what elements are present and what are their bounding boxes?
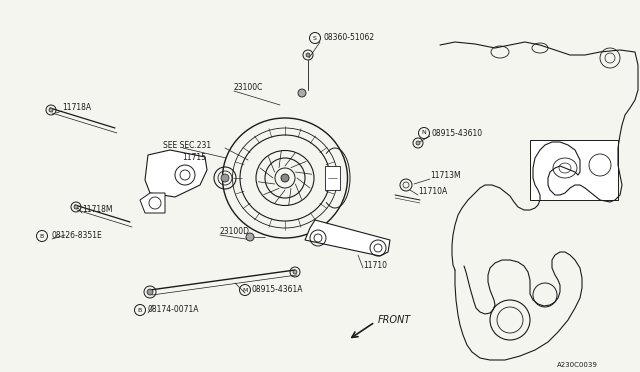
Text: B: B [40,234,44,238]
Text: 11713M: 11713M [430,171,461,180]
Text: 11710: 11710 [363,260,387,269]
Text: 08915-4361A: 08915-4361A [252,285,303,295]
Circle shape [221,174,229,182]
Text: 11718A: 11718A [62,103,91,112]
Text: SEE SEC.231: SEE SEC.231 [163,141,211,150]
Text: 08174-0071A: 08174-0071A [148,305,200,314]
Text: A230C0039: A230C0039 [557,362,598,368]
Polygon shape [145,150,207,197]
Circle shape [298,89,306,97]
Circle shape [74,205,78,209]
Circle shape [293,270,297,274]
Text: 11718M: 11718M [82,205,113,215]
Polygon shape [140,193,165,213]
Text: 23100D: 23100D [220,228,250,237]
Polygon shape [325,166,340,190]
Circle shape [246,233,254,241]
Text: 11710A: 11710A [418,187,447,196]
Text: S: S [313,35,317,41]
Polygon shape [305,220,390,256]
Circle shape [147,289,153,295]
Text: 23100C: 23100C [233,83,262,93]
Text: 11715: 11715 [182,153,206,161]
Text: 08360-51062: 08360-51062 [323,33,374,42]
Polygon shape [530,140,618,200]
Circle shape [306,53,310,57]
Circle shape [416,141,420,145]
Circle shape [281,174,289,182]
Text: FRONT: FRONT [378,315,412,325]
Text: B: B [138,308,142,312]
Circle shape [49,108,53,112]
Text: 08126-8351E: 08126-8351E [52,231,103,241]
Text: 08915-43610: 08915-43610 [432,128,483,138]
Text: N: N [422,131,426,135]
Text: M: M [243,288,248,292]
